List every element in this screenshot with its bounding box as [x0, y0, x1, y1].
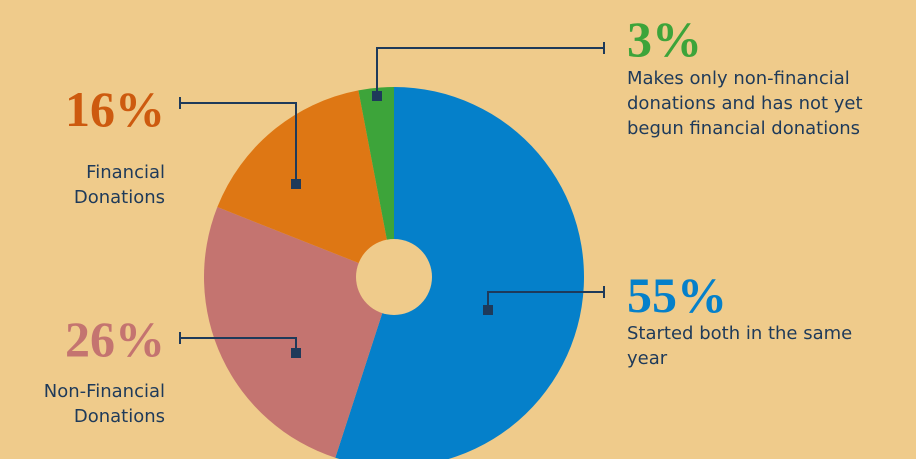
slice-0	[335, 87, 584, 459]
leader-0	[483, 286, 605, 315]
slice-desc-0: Started both in the same year	[627, 323, 853, 369]
slice-pct-1: 26%	[65, 311, 165, 367]
slice-desc-3: Makes only non-financial donations and h…	[627, 68, 863, 139]
slice-pct-3: 3%	[627, 11, 702, 67]
leader-3	[372, 42, 605, 101]
leader-lines	[179, 42, 605, 358]
leader-2	[179, 97, 301, 189]
slice-2	[217, 90, 394, 278]
slice-desc-2: Financial Donations	[73, 162, 165, 208]
leader-1	[179, 332, 301, 358]
donut-hole	[356, 239, 432, 315]
slices	[203, 87, 584, 459]
slice-1	[203, 207, 394, 458]
slice-desc-1: Non-Financial Donations	[43, 381, 165, 427]
slice-pct-2: 16%	[65, 81, 165, 137]
slice-3	[358, 87, 394, 277]
slice-pct-0: 55%	[627, 267, 727, 323]
